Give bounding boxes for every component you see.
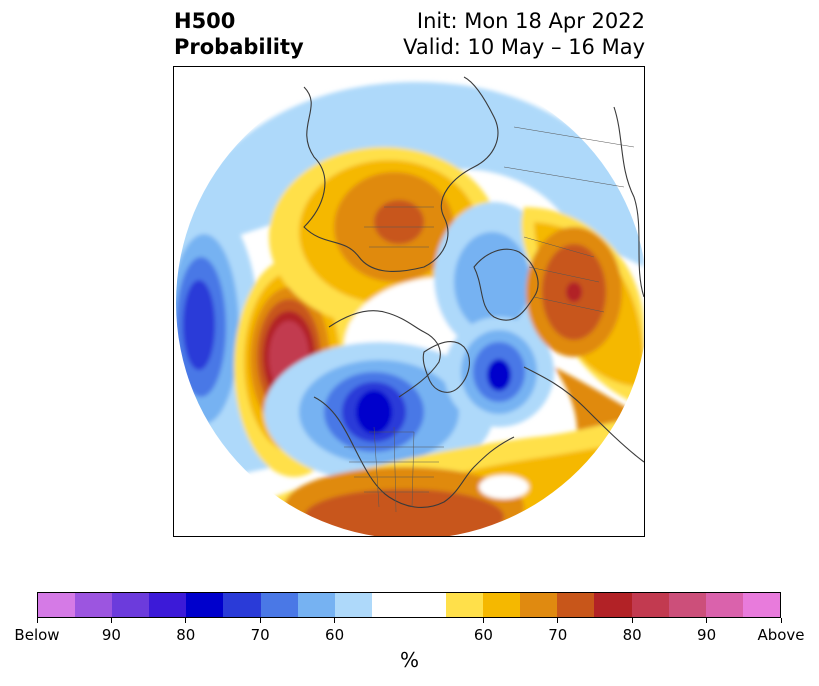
anomaly-red-eurasia	[566, 282, 582, 302]
polar-map	[173, 66, 645, 537]
init-time: Init: Mon 18 Apr 2022	[416, 9, 645, 33]
colorbar-segment	[186, 593, 224, 617]
colorbar-tick-label: 70	[250, 626, 270, 644]
colorbar-segment	[334, 593, 372, 617]
colorbar-unit-label: %	[399, 648, 419, 672]
colorbar-tick-label: 90	[697, 626, 717, 644]
colorbar-tick-label: 80	[176, 626, 196, 644]
colorbar-segment	[705, 593, 743, 617]
colorbar-segment	[594, 593, 632, 617]
colorbar-tick	[482, 618, 484, 623]
colorbar-tick-label: 60	[325, 626, 345, 644]
colorbar-tick	[36, 618, 38, 623]
colorbar-tick	[557, 618, 559, 623]
anomaly-rust-us	[304, 489, 504, 536]
title-left: H500 Probability	[174, 8, 304, 60]
colorbar-segment	[557, 593, 595, 617]
colorbar-tick	[110, 618, 112, 623]
colorbar-segment	[149, 593, 187, 617]
colorbar-tick-label: Below	[14, 626, 60, 644]
borders	[344, 126, 635, 513]
colorbar-segment	[446, 593, 484, 617]
valid-period: Valid: 10 May – 16 May	[403, 35, 645, 59]
colorbar-tick	[631, 618, 633, 623]
colorbar-tick-label: Above	[757, 626, 805, 644]
anomaly-neutral-atlantic	[479, 475, 529, 499]
colorbar-segment	[483, 593, 521, 617]
colorbar-segment	[371, 593, 447, 617]
colorbar-segment	[38, 593, 76, 617]
colorbar-segment	[631, 593, 669, 617]
coastlines	[303, 76, 644, 508]
anomaly-blue-85-atlantic	[487, 359, 511, 391]
colorbar-tick-label: 80	[622, 626, 642, 644]
colorbar-tick	[334, 618, 336, 623]
colorbar-segment	[112, 593, 150, 617]
colorbar-tick-label: 90	[101, 626, 121, 644]
colorbar-segment	[742, 593, 780, 617]
anomaly-rust-siberia	[374, 200, 424, 244]
map-svg	[176, 76, 644, 536]
colorbar-tick	[259, 618, 261, 623]
title-product: Probability	[174, 35, 304, 59]
colorbar-tick	[185, 618, 187, 623]
anomaly-blue-70-europe	[454, 232, 530, 332]
colorbar-tick-label: 70	[548, 626, 568, 644]
colorbar-tick-label: 60	[473, 626, 493, 644]
title-right: Init: Mon 18 Apr 2022 Valid: 10 May – 16…	[403, 8, 645, 60]
colorbar	[37, 592, 781, 618]
colorbar-segment	[75, 593, 113, 617]
anomaly-blue-80-west	[183, 280, 215, 370]
colorbar-tick	[706, 618, 708, 623]
colorbar-tick	[780, 618, 782, 623]
colorbar-segment	[223, 593, 261, 617]
anomaly-blue-85-canada	[356, 390, 392, 434]
colorbar-segment	[668, 593, 706, 617]
title-variable: H500	[174, 9, 236, 33]
colorbar-segment	[520, 593, 558, 617]
colorbar-segment	[297, 593, 335, 617]
colorbar-segment	[260, 593, 298, 617]
